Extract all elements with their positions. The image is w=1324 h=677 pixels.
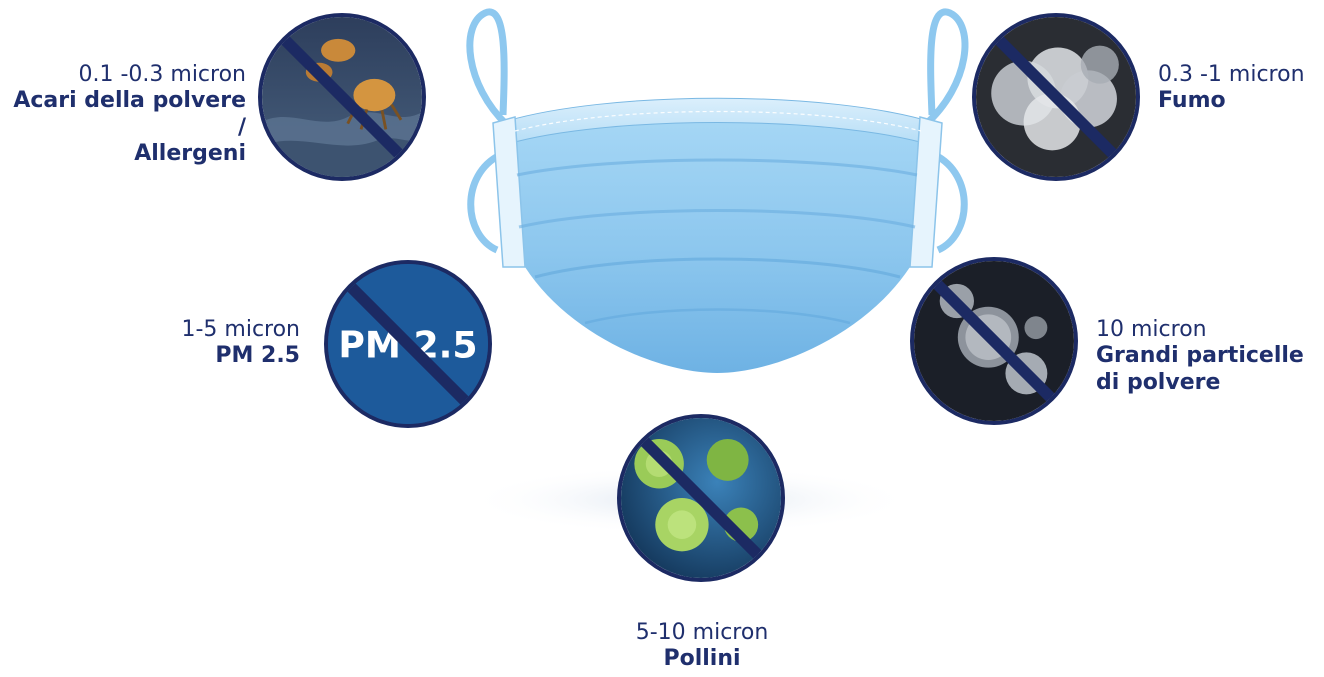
particle-name: PM 2.5	[215, 343, 300, 369]
right-ear-loop-lower	[933, 151, 968, 254]
label-pollen: 5-10 micron Pollini	[562, 620, 842, 673]
mask-left-band	[492, 116, 526, 268]
particle-size: 0.1 -0.3 micron	[78, 62, 246, 87]
pm25-prohibited-icon: PM 2.5	[324, 260, 492, 428]
smoke-prohibited-icon	[972, 13, 1140, 181]
left-ear-loop	[466, 8, 510, 128]
particle-size: 10 micron	[1096, 317, 1207, 342]
particle-name: Acari della polvere /	[13, 88, 246, 140]
left-ear-loop-lower	[467, 151, 502, 254]
right-ear-loop	[922, 8, 969, 128]
label-large-dust: 10 micron Grandi particelle di polvere	[1096, 317, 1316, 396]
particle-name: Pollini	[663, 646, 741, 672]
label-dust-mites: 0.1 -0.3 micron Acari della polvere / Al…	[0, 62, 246, 168]
mask-right-band	[909, 116, 943, 268]
particle-size: 1-5 micron	[181, 317, 300, 342]
particle-size: 5-10 micron	[635, 620, 769, 645]
particle-name: Grandi particelle	[1096, 343, 1304, 369]
dust-mite-prohibited-icon	[258, 13, 426, 181]
particle-name: Allergeni	[134, 141, 246, 167]
pollen-prohibited-icon	[617, 414, 785, 582]
face-mask-illustration	[466, 8, 969, 373]
particle-name: Fumo	[1158, 88, 1226, 114]
particle-size: 0.3 -1 micron	[1158, 62, 1305, 87]
label-pm25: 1-5 micron PM 2.5	[60, 317, 300, 370]
mask-body	[500, 98, 935, 373]
particle-name: di polvere	[1096, 369, 1221, 395]
dust-particle-prohibited-icon	[910, 257, 1078, 425]
label-smoke: 0.3 -1 micron Fumo	[1158, 62, 1324, 115]
